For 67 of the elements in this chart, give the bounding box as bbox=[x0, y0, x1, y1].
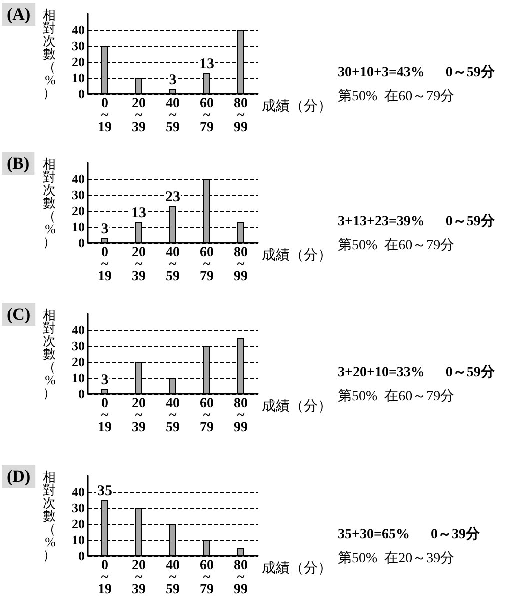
chart-title: (B) bbox=[7, 154, 30, 173]
x-tick-label: 40~59 bbox=[166, 246, 180, 284]
x-axis-title: 成績（分） bbox=[262, 248, 332, 264]
data-label: 13 bbox=[200, 56, 214, 73]
data-label: 3 bbox=[101, 222, 109, 238]
text: 3+20+10=33% 0～59分 bbox=[338, 364, 496, 380]
y-tick-label: 10 bbox=[72, 370, 85, 386]
text: 35+30=65% 0～39分 bbox=[338, 526, 481, 542]
y-tick-label: 40 bbox=[72, 22, 85, 38]
y-tick-label: 20 bbox=[72, 516, 85, 532]
y-tick-label: 10 bbox=[72, 220, 85, 234]
y-axis-title: 相對次數（%） bbox=[43, 8, 56, 100]
y-tick-label: 30 bbox=[72, 500, 85, 516]
y-axis-title: 相對次數（%） bbox=[43, 156, 56, 250]
x-tick-label: 80~99 bbox=[234, 96, 248, 136]
text: 3+13+23=39% 0～59分 bbox=[338, 214, 496, 230]
x-tick-label: 20~39 bbox=[132, 558, 146, 598]
x-tick-label: 40~59 bbox=[166, 558, 180, 598]
data-label: 3 bbox=[101, 372, 109, 389]
y-tick-label: 0 bbox=[78, 386, 85, 402]
y-axis-title: 相對次數（%） bbox=[43, 308, 56, 400]
text: 第50% 在20～39分 bbox=[338, 550, 455, 566]
x-axis-title: 成績（分） bbox=[262, 398, 332, 414]
x-tick-label: 0~19 bbox=[98, 396, 112, 436]
x-tick-label: 60~79 bbox=[200, 96, 214, 136]
data-label: 13 bbox=[132, 206, 146, 222]
x-tick-label: 0~19 bbox=[98, 96, 112, 136]
y-tick-label: 30 bbox=[72, 338, 85, 354]
x-tick-label: 40~59 bbox=[166, 396, 180, 436]
text: 第50% 在60～79分 bbox=[338, 238, 455, 254]
data-label: 23 bbox=[166, 190, 180, 206]
y-tick-label: 40 bbox=[72, 322, 85, 338]
y-tick-label: 0 bbox=[78, 548, 85, 564]
x-tick-label: 20~39 bbox=[132, 396, 146, 436]
y-tick-label: 10 bbox=[72, 70, 85, 86]
text: 第50% 在60～79分 bbox=[338, 388, 455, 404]
y-tick-label: 40 bbox=[72, 484, 85, 500]
x-axis-title: 成績（分） bbox=[262, 560, 332, 576]
chart-title: (A) bbox=[7, 5, 31, 24]
y-tick-label: 10 bbox=[72, 532, 85, 548]
x-tick-label: 40~59 bbox=[166, 96, 180, 136]
text: 30+10+3=43% 0～59分 bbox=[338, 64, 496, 80]
y-tick-label: 0 bbox=[78, 86, 85, 102]
x-tick-label: 0~19 bbox=[98, 558, 112, 598]
y-tick-label: 30 bbox=[72, 38, 85, 54]
x-tick-label: 60~79 bbox=[200, 396, 214, 436]
x-tick-label: 80~99 bbox=[234, 396, 248, 436]
text: 第50% 在60～79分 bbox=[338, 88, 455, 104]
x-tick-label: 60~79 bbox=[200, 558, 214, 598]
x-tick-label: 20~39 bbox=[132, 96, 146, 136]
y-tick-label: 40 bbox=[72, 172, 85, 186]
y-tick-label: 0 bbox=[78, 236, 85, 250]
x-axis-title: 成績（分） bbox=[262, 98, 332, 114]
y-tick-label: 30 bbox=[72, 188, 85, 202]
y-tick-label: 20 bbox=[72, 354, 85, 370]
x-tick-label: 80~99 bbox=[234, 246, 248, 284]
chart-title: (C) bbox=[7, 305, 31, 324]
x-tick-label: 0~19 bbox=[98, 246, 112, 284]
x-tick-label: 80~99 bbox=[234, 558, 248, 598]
x-tick-label: 60~79 bbox=[200, 246, 214, 284]
y-tick-label: 20 bbox=[72, 204, 85, 218]
y-axis-title: 相對次數（%） bbox=[43, 470, 56, 562]
data-label: 35 bbox=[98, 484, 112, 500]
x-tick-label: 20~39 bbox=[132, 246, 146, 284]
chart-title: (D) bbox=[7, 467, 31, 486]
y-tick-label: 20 bbox=[72, 54, 85, 70]
data-label: 3 bbox=[169, 72, 177, 89]
